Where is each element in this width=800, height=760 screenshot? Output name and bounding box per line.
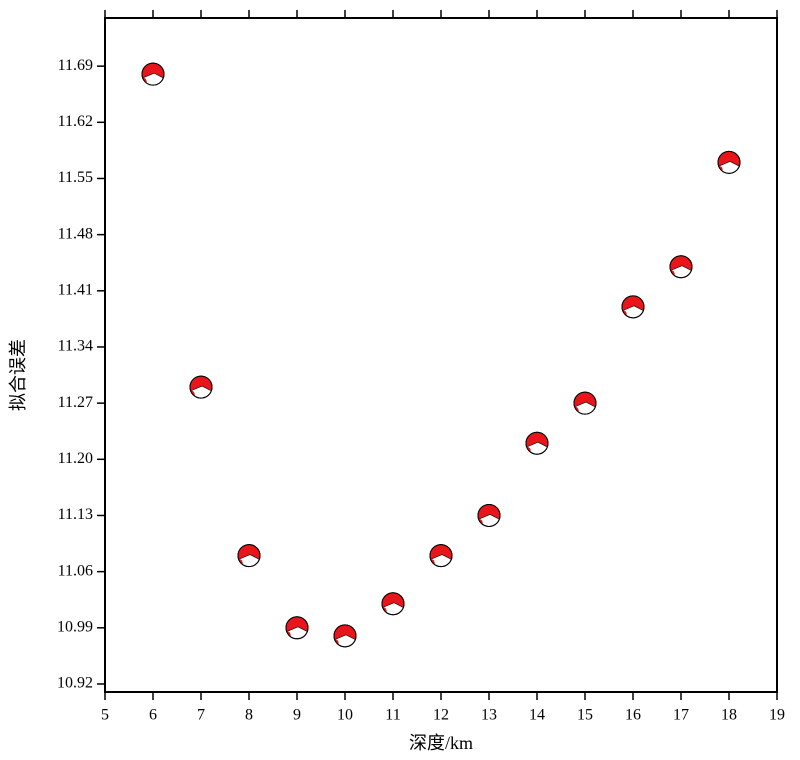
y-tick-label: 11.41 [58,281,93,298]
x-tick-label: 15 [577,707,593,724]
x-tick-label: 14 [529,707,545,724]
y-tick-label: 11.13 [58,506,93,523]
beachball-outline [189,375,213,399]
beachball-outline [237,544,261,568]
beachball [285,616,309,640]
y-tick-label: 11.55 [58,169,93,186]
beachball-outline [717,150,741,174]
beachball [717,150,741,174]
beachball [381,592,405,616]
y-tick-label: 10.99 [57,618,93,635]
beachball [141,62,165,86]
x-axis-title: 深度/km [409,733,473,753]
x-tick-label: 18 [721,707,737,724]
x-tick-label: 11 [385,707,400,724]
x-tick-label: 10 [337,707,353,724]
x-tick-label: 7 [197,707,205,724]
beachball [621,295,645,319]
beachball-outline [285,616,309,640]
beachball [237,544,261,568]
beachball [669,255,693,279]
y-tick-label: 11.62 [58,113,93,130]
beachball [429,544,453,568]
beachball-outline [669,255,693,279]
y-tick-label: 11.06 [58,562,93,579]
beachball-outline [621,295,645,319]
y-tick-label: 10.92 [57,675,93,692]
y-tick-label: 11.27 [58,394,93,411]
beachball-outline [525,431,549,455]
x-tick-label: 13 [481,707,497,724]
beachball [525,431,549,455]
beachball-outline [333,624,357,648]
plot-frame [104,17,778,693]
x-tick-label: 5 [101,707,109,724]
x-tick-label: 16 [625,707,641,724]
y-tick-label: 11.34 [58,338,93,355]
x-tick-label: 12 [433,707,449,724]
y-axis-title: 拟合误差 [8,339,28,411]
x-tick-label: 19 [769,707,785,724]
beachball-outline [573,391,597,415]
beachball [189,375,213,399]
beachball-outline [381,592,405,616]
x-tick-label: 17 [673,707,689,724]
beachball-outline [141,62,165,86]
x-tick-label: 9 [293,707,301,724]
y-tick-label: 11.69 [58,57,93,74]
beachball [477,503,501,527]
y-tick-label: 11.48 [58,225,93,242]
x-tick-label: 6 [149,707,157,724]
beachball [333,624,357,648]
x-tick-label: 8 [245,707,253,724]
beachball-outline [429,544,453,568]
beachball [573,391,597,415]
y-tick-label: 11.20 [58,450,93,467]
beachball-outline [477,503,501,527]
